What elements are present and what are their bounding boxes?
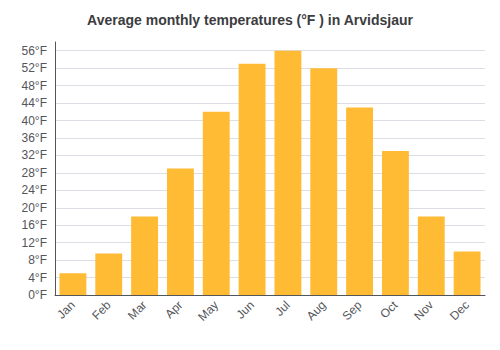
svg-text:44°F: 44°F [22, 96, 47, 110]
svg-text:Jun: Jun [233, 298, 257, 322]
svg-text:24°F: 24°F [22, 183, 47, 197]
svg-text:20°F: 20°F [22, 201, 47, 215]
svg-text:16°F: 16°F [22, 218, 47, 232]
svg-text:12°F: 12°F [22, 236, 47, 250]
svg-text:Nov: Nov [411, 298, 436, 323]
svg-text:4°F: 4°F [28, 271, 47, 285]
svg-text:Jan: Jan [54, 298, 78, 322]
svg-text:56°F: 56°F [22, 44, 47, 58]
svg-text:Oct: Oct [377, 298, 401, 322]
svg-text:Average monthly temperatures (: Average monthly temperatures (°F ) in Ar… [87, 12, 413, 28]
svg-text:May: May [195, 298, 221, 324]
svg-text:Mar: Mar [125, 298, 150, 322]
svg-text:48°F: 48°F [22, 79, 47, 93]
svg-text:28°F: 28°F [22, 166, 47, 180]
svg-text:40°F: 40°F [22, 114, 47, 128]
svg-text:Feb: Feb [89, 298, 114, 323]
svg-text:8°F: 8°F [28, 253, 47, 267]
svg-text:Apr: Apr [162, 298, 185, 321]
svg-text:Jul: Jul [272, 298, 293, 319]
svg-text:52°F: 52°F [22, 61, 47, 75]
svg-text:32°F: 32°F [22, 148, 47, 162]
svg-text:0°F: 0°F [28, 288, 47, 302]
svg-text:Sep: Sep [340, 298, 365, 323]
svg-text:Dec: Dec [447, 298, 472, 323]
svg-text:Aug: Aug [304, 298, 329, 323]
svg-text:36°F: 36°F [22, 131, 47, 145]
